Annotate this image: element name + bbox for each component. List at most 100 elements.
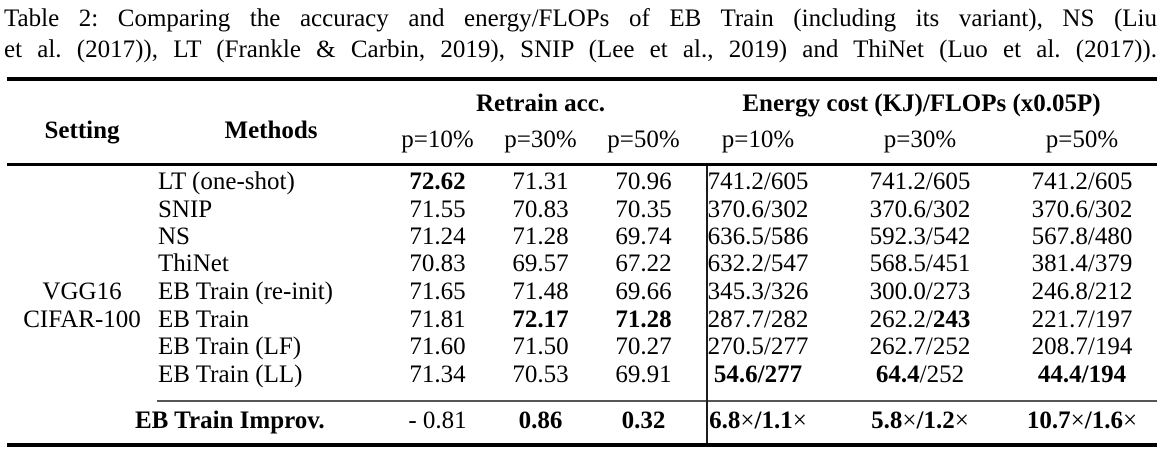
acc-cell-p10: 71.34 [385, 361, 490, 389]
method-cell: NS [158, 223, 385, 251]
subheader-energy-p50: p=50% [1045, 126, 1119, 153]
acc-cell-p10: 71.55 [385, 196, 490, 224]
energy-cell-p10: 345.3/326 [699, 278, 817, 306]
value: 262.2/ [869, 306, 933, 333]
value: 300.0/273 [869, 278, 971, 305]
value: 0.32 [621, 407, 666, 434]
improv-energy-p30: 5.8×/1.2× [860, 407, 980, 435]
caption-line-2: et al. (2017)), LT (Frankle & Carbin, 20… [4, 36, 1157, 63]
value: 0.86 [518, 407, 563, 434]
improv-acc-p50: 0.32 [591, 407, 696, 435]
acc-cell-p50: 70.96 [591, 168, 696, 196]
acc-cell-p30: 71.28 [488, 223, 593, 251]
energy-cell-p50: 381.4/379 [1022, 250, 1142, 278]
times-glyph: × [740, 407, 755, 434]
energy-cell-p50: 370.6/302 [1022, 196, 1142, 224]
value: 54.6/277 [713, 361, 803, 388]
value: 381.4/379 [1031, 250, 1133, 277]
value: 70.53 [512, 361, 569, 388]
group-header-retrain-acc: Retrain acc. [475, 90, 606, 117]
method-label: EB Train (LF) [158, 333, 302, 360]
method-cell: SNIP [158, 196, 385, 224]
value: 70.27 [615, 333, 672, 360]
value: 71.50 [512, 333, 569, 360]
value: 72.17 [512, 306, 569, 333]
method-cell: ThiNet [158, 250, 385, 278]
energy-cell-p30: 300.0/273 [860, 278, 980, 306]
value: 71.65 [409, 278, 466, 305]
energy-cell-p50: 208.7/194 [1022, 333, 1142, 361]
value: 370.6/302 [869, 196, 971, 223]
value: /1.2 [916, 407, 955, 434]
value: 5.8 [871, 407, 903, 434]
acc-energy-divider-rule [706, 166, 708, 443]
value: 71.55 [409, 196, 466, 223]
value: 71.81 [409, 306, 466, 333]
acc-cell-p50: 71.28 [591, 306, 696, 334]
subheader-acc-p30: p=30% [504, 126, 577, 153]
improv-acc-p10: - 0.81 [385, 407, 490, 435]
value: 70.83 [512, 196, 569, 223]
value: 636.5/586 [707, 223, 809, 250]
value: 10.7 [1026, 407, 1071, 434]
improv-label-cell: EB Train Improv. [135, 407, 385, 435]
setting-line-dataset: CIFAR-100 [23, 306, 141, 333]
value: 71.31 [512, 168, 569, 195]
energy-cell-p10: 270.5/277 [699, 333, 817, 361]
table-row: EB Train (LL) 71.34 70.53 69.91 54.6/277… [0, 361, 1163, 389]
table-row: NS 71.24 71.28 69.74 636.5/586 592.3/542… [0, 223, 1163, 251]
value: 208.7/194 [1031, 333, 1133, 360]
value: 345.3/326 [707, 278, 809, 305]
acc-cell-p30: 70.53 [488, 361, 593, 389]
value: 69.74 [615, 223, 672, 250]
value: 287.7/282 [707, 306, 809, 333]
energy-cell-p50: 567.8/480 [1022, 223, 1142, 251]
acc-cell-p10: 71.65 [385, 278, 490, 306]
caption-line-1: Table 2: Comparing the accuracy and ener… [4, 5, 1157, 32]
value: 6.8 [709, 407, 741, 434]
energy-cell-p50: 44.4/194 [1022, 361, 1142, 389]
value: 72.62 [409, 168, 466, 195]
energy-cell-p10: 741.2/605 [699, 168, 817, 196]
method-label: EB Train [158, 306, 250, 333]
acc-cell-p30: 70.83 [488, 196, 593, 224]
value: 44.4/194 [1037, 361, 1127, 388]
value: 592.3/542 [869, 223, 971, 250]
table-row: EB Train (LF) 71.60 71.50 70.27 270.5/27… [0, 333, 1163, 361]
acc-cell-p50: 69.91 [591, 361, 696, 389]
energy-cell-p30: 262.7/252 [860, 333, 980, 361]
value: 246.8/212 [1031, 278, 1133, 305]
energy-cell-p30: 741.2/605 [860, 168, 980, 196]
value: 741.2/605 [707, 168, 809, 195]
value: 370.6/302 [1031, 196, 1133, 223]
acc-cell-p10: 70.83 [385, 250, 490, 278]
times-glyph: × [902, 407, 917, 434]
acc-cell-p30: 71.31 [488, 168, 593, 196]
value: 262.7/252 [869, 333, 971, 360]
acc-cell-p50: 67.22 [591, 250, 696, 278]
value: 70.96 [615, 168, 672, 195]
value: 71.34 [409, 361, 466, 388]
table-caption: Table 2: Comparing the accuracy and ener… [4, 3, 1157, 65]
acc-cell-p10: 71.81 [385, 306, 490, 334]
value: 568.5/451 [869, 250, 971, 277]
value: 741.2/605 [1031, 168, 1133, 195]
value: - 0.81 [408, 407, 467, 434]
table-row: ThiNet 70.83 69.57 67.22 632.2/547 568.5… [0, 250, 1163, 278]
improv-energy-p50: 10.7×/1.6× [1022, 407, 1142, 435]
value: 69.66 [615, 278, 672, 305]
acc-cell-p50: 70.27 [591, 333, 696, 361]
value: 270.5/277 [707, 333, 809, 360]
energy-cell-p30: 262.2/243 [860, 306, 980, 334]
times-glyph: × [954, 407, 969, 434]
value: 741.2/605 [869, 168, 971, 195]
subheader-energy-p10: p=10% [721, 126, 795, 153]
value: 69.57 [512, 250, 569, 277]
acc-cell-p30: 71.48 [488, 278, 593, 306]
energy-cell-p10: 287.7/282 [699, 306, 817, 334]
column-header-methods: Methods [224, 117, 318, 144]
value: 70.35 [615, 196, 672, 223]
energy-cell-p50: 246.8/212 [1022, 278, 1142, 306]
subheader-acc-p50: p=50% [607, 126, 680, 153]
